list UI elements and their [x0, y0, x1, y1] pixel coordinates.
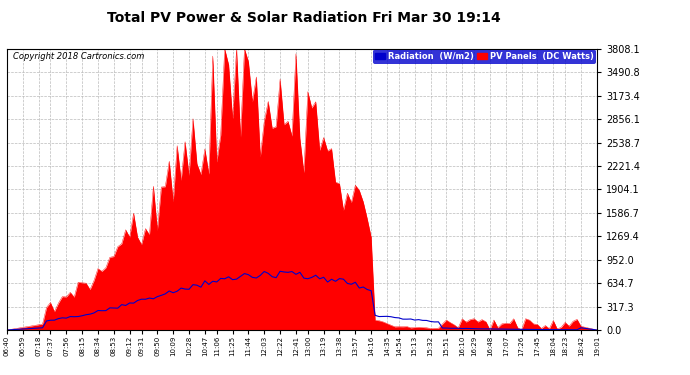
Text: Total PV Power & Solar Radiation Fri Mar 30 19:14: Total PV Power & Solar Radiation Fri Mar…	[107, 11, 500, 25]
Legend: Radiation  (W/m2), PV Panels  (DC Watts): Radiation (W/m2), PV Panels (DC Watts)	[373, 50, 596, 64]
Text: Copyright 2018 Cartronics.com: Copyright 2018 Cartronics.com	[13, 52, 144, 60]
